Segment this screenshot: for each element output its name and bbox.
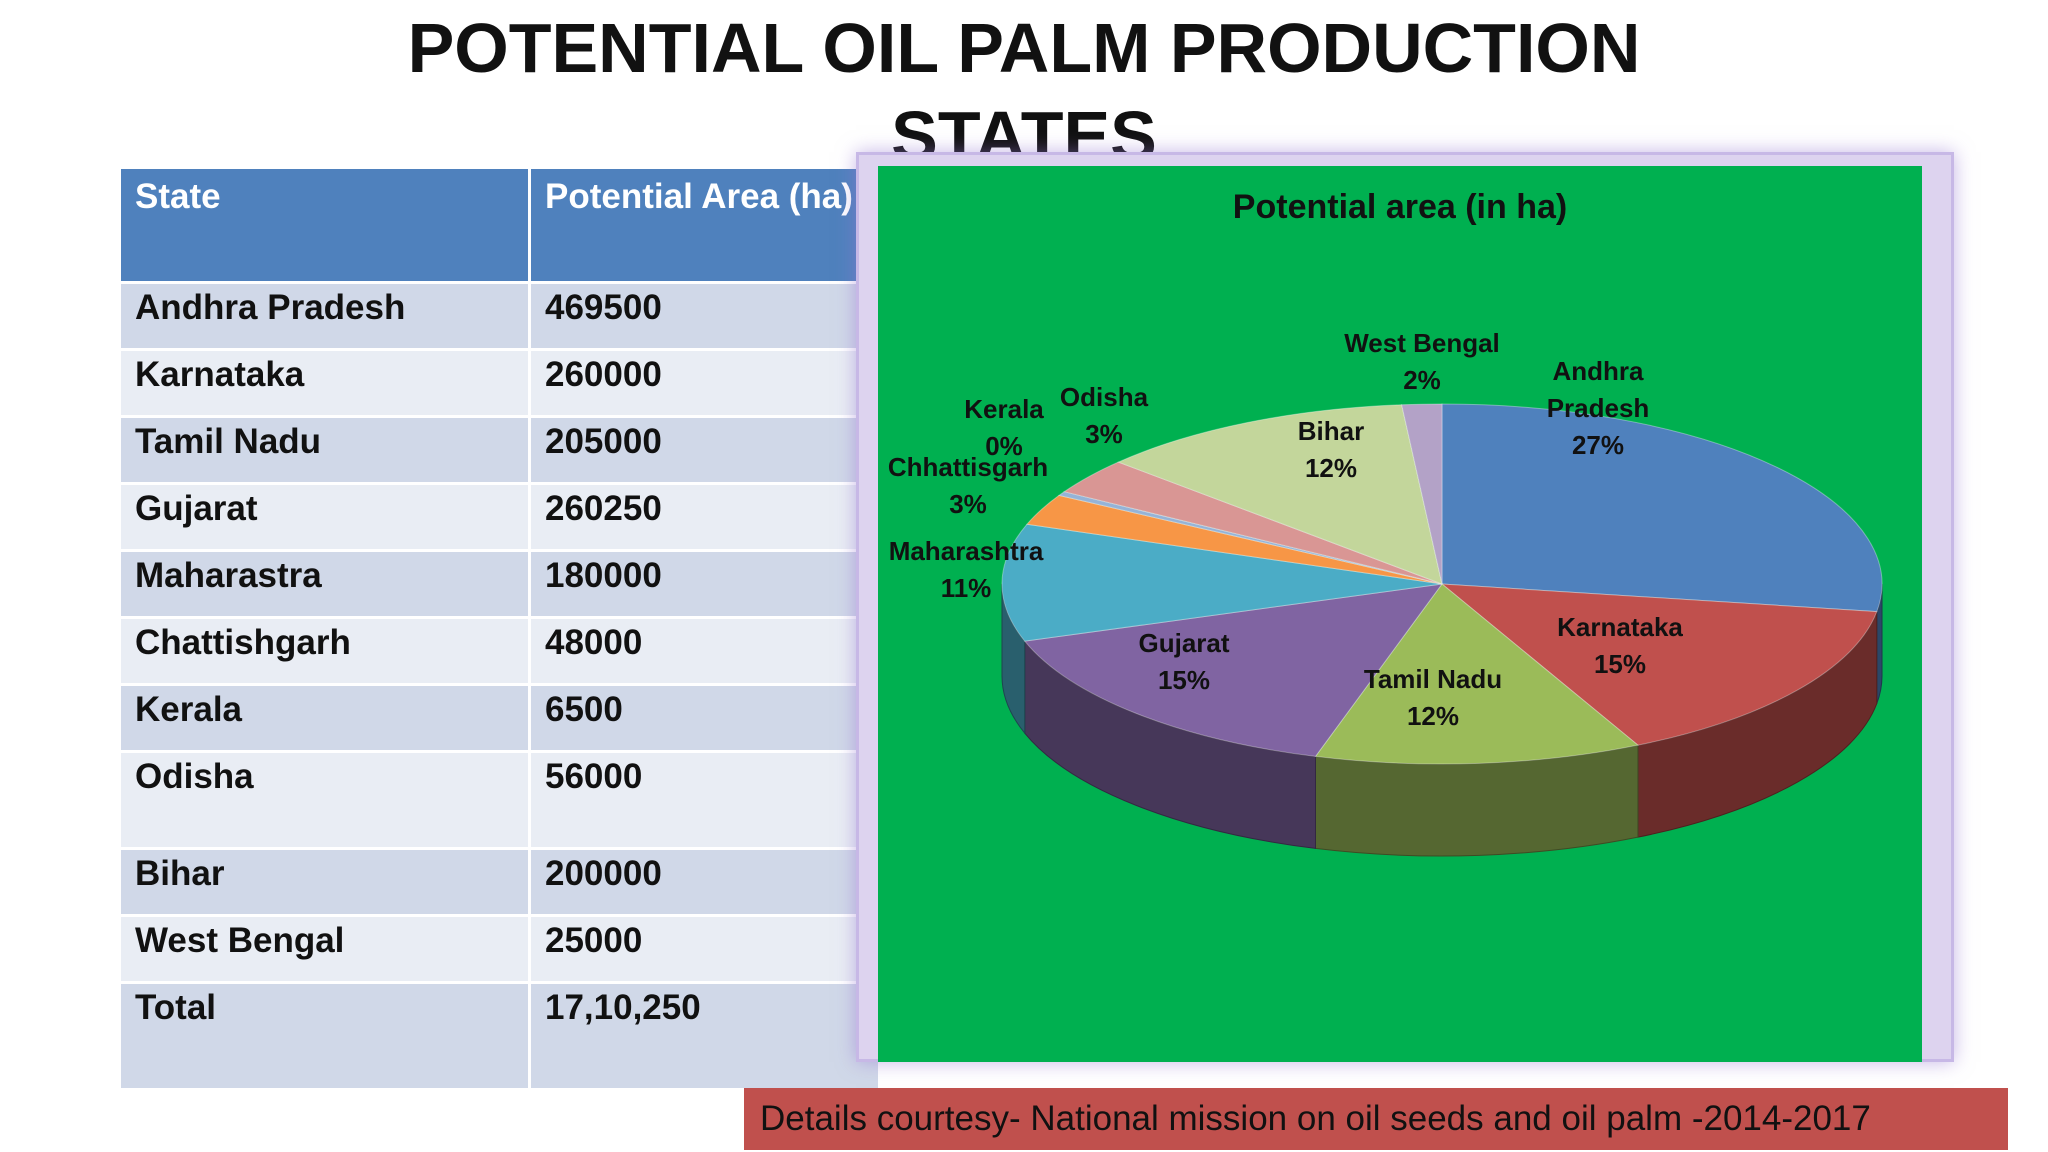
cell-area: 180000 bbox=[528, 549, 881, 619]
pie-sides bbox=[1001, 583, 1883, 857]
cell-area: 17,10,250 bbox=[528, 981, 881, 1091]
pie-slice-odisha bbox=[1063, 461, 1443, 585]
pie-label-karnataka: Karnataka 15% bbox=[1557, 612, 1683, 679]
cell-area: 56000 bbox=[528, 750, 881, 850]
cell-area: 205000 bbox=[528, 415, 881, 485]
pie-label-andhra-pradesh: Andhra Pradesh 27% bbox=[1547, 356, 1650, 460]
table-row: Gujarat 260250 bbox=[118, 482, 881, 552]
slide-title: POTENTIAL OIL PALM PRODUCTION STATES bbox=[0, 4, 2048, 180]
table-row: Odisha 56000 bbox=[118, 750, 881, 850]
pie-label-chhattisgarh: Chhattisgarh 3% bbox=[888, 452, 1048, 519]
pie-slice-kerala bbox=[1057, 491, 1443, 585]
table-row: Bihar 200000 bbox=[118, 847, 881, 917]
cell-area: 200000 bbox=[528, 847, 881, 917]
header-potential-area: Potential Area (ha) bbox=[528, 166, 881, 284]
cell-state: Andhra Pradesh bbox=[118, 281, 531, 351]
pie-slice-maharashtra bbox=[1001, 523, 1443, 642]
table-row: Kerala 6500 bbox=[118, 683, 881, 753]
pie-slice-tamil-nadu bbox=[1314, 583, 1640, 765]
cell-state: West Bengal bbox=[118, 914, 531, 984]
table-row-total: Total 17,10,250 bbox=[118, 981, 881, 1091]
pie-chart: Potential area (in ha) Andhra Pradesh 27% K… bbox=[888, 188, 1883, 857]
cell-state: Bihar bbox=[118, 847, 531, 917]
table-header-row: State Potential Area (ha) bbox=[118, 166, 881, 284]
pie-labels: Andhra Pradesh 27% Karnataka 15% Tamil Nadu 12… bbox=[888, 328, 1684, 731]
pie-slice-west-bengal bbox=[1401, 403, 1443, 585]
cell-area: 6500 bbox=[528, 683, 881, 753]
cell-state: Gujarat bbox=[118, 482, 531, 552]
cell-state: Tamil Nadu bbox=[118, 415, 531, 485]
table-row: Maharastra 180000 bbox=[118, 549, 881, 619]
chart-panel: Potential area (in ha) Andhra Pradesh 27% K… bbox=[878, 166, 1922, 1062]
table-row: Chattishgarh 48000 bbox=[118, 616, 881, 686]
cell-area: 260000 bbox=[528, 348, 881, 418]
cell-state: Maharastra bbox=[118, 549, 531, 619]
slide-title-line1: POTENTIAL OIL PALM PRODUCTION bbox=[407, 9, 1641, 87]
pie-label-kerala: Kerala 0% bbox=[964, 394, 1044, 461]
pie-slice-andhra-pradesh bbox=[1441, 403, 1883, 613]
cell-area: 48000 bbox=[528, 616, 881, 686]
potential-area-table: State Potential Area (ha) Andhra Pradesh… bbox=[118, 166, 881, 1091]
pie-slice-bihar bbox=[1116, 404, 1443, 585]
pie-label-gujarat: Gujarat 15% bbox=[1138, 628, 1229, 695]
pie-slices bbox=[1001, 403, 1883, 765]
cell-area: 25000 bbox=[528, 914, 881, 984]
table-row: Andhra Pradesh 469500 bbox=[118, 281, 881, 351]
cell-state: Odisha bbox=[118, 750, 531, 850]
courtesy-note: Details courtesy- National mission on oi… bbox=[744, 1088, 2008, 1150]
cell-area: 260250 bbox=[528, 482, 881, 552]
cell-state: Kerala bbox=[118, 683, 531, 753]
table-row: Karnataka 260000 bbox=[118, 348, 881, 418]
cell-state: Karnataka bbox=[118, 348, 531, 418]
pie-label-bihar: Bihar 12% bbox=[1298, 416, 1364, 483]
cell-state: Chattishgarh bbox=[118, 616, 531, 686]
pie-label-tamil-nadu: Tamil Nadu 12% bbox=[1364, 664, 1502, 731]
table-row: Tamil Nadu 205000 bbox=[118, 415, 881, 485]
pie-label-west-bengal: West Bengal 2% bbox=[1344, 328, 1500, 395]
cell-state: Total bbox=[118, 981, 531, 1091]
header-state: State bbox=[118, 166, 531, 284]
pie-slice-chhattisgarh bbox=[1025, 494, 1443, 585]
pie-slice-gujarat bbox=[1023, 583, 1444, 757]
table-row: West Bengal 25000 bbox=[118, 914, 881, 984]
chart-title: Potential area (in ha) bbox=[1233, 188, 1567, 226]
pie-label-maharashtra: Maharashtra 11% bbox=[889, 536, 1044, 603]
pie-label-odisha: Odisha 3% bbox=[1060, 382, 1149, 449]
pie-slice-karnataka bbox=[1440, 583, 1878, 746]
cell-area: 469500 bbox=[528, 281, 881, 351]
